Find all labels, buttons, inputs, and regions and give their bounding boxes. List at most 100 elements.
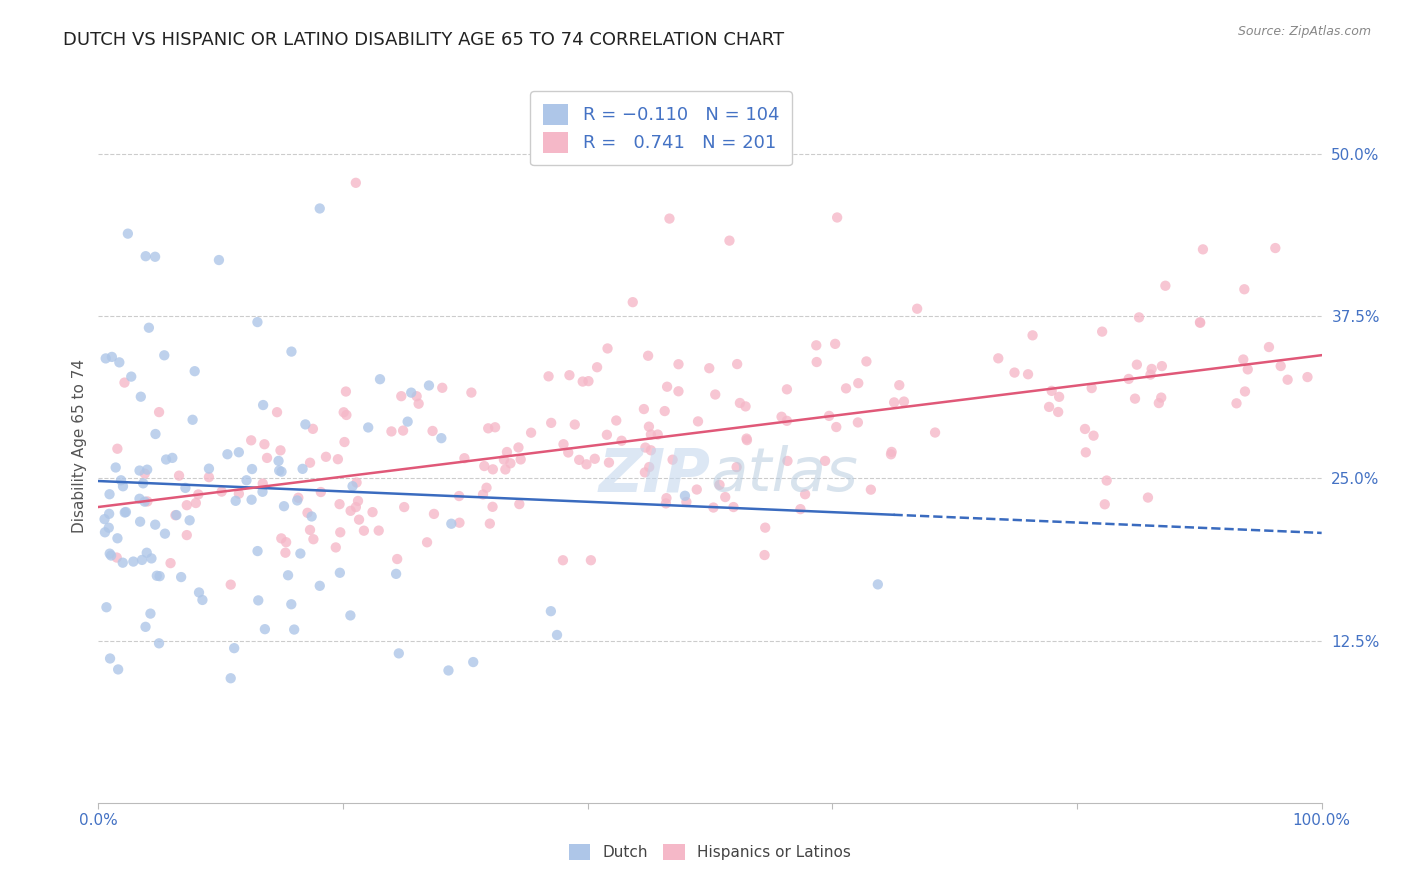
Point [270, 532, 292, 546]
Point [128, 491, 150, 506]
Point [347, 513, 370, 527]
Point [578, 374, 600, 388]
Point [98, 651, 121, 665]
Point [776, 414, 799, 428]
Point [107, 662, 129, 676]
Point [252, 484, 274, 499]
Point [1139, 368, 1161, 382]
Point [423, 507, 446, 521]
Point [686, 414, 709, 428]
Point [114, 506, 136, 520]
Point [153, 526, 176, 541]
Point [634, 441, 657, 455]
Point [546, 628, 568, 642]
Point [167, 468, 190, 483]
Point [143, 250, 166, 264]
Point [235, 473, 257, 487]
Point [101, 350, 124, 364]
Point [179, 513, 201, 527]
Point [135, 546, 157, 560]
Point [104, 460, 127, 475]
Point [100, 549, 122, 563]
Point [1004, 366, 1026, 380]
Point [714, 490, 737, 504]
Point [880, 445, 903, 459]
Point [557, 445, 579, 459]
Point [165, 508, 187, 523]
Point [883, 395, 905, 409]
Point [416, 535, 439, 549]
Point [1296, 370, 1319, 384]
Point [148, 405, 170, 419]
Point [1258, 340, 1281, 354]
Point [418, 378, 440, 392]
Point [270, 465, 292, 479]
Point [605, 413, 627, 427]
Point [94, 351, 117, 366]
Point [987, 351, 1010, 366]
Legend: Dutch, Hispanics or Latinos: Dutch, Hispanics or Latinos [562, 838, 858, 866]
Point [302, 533, 325, 547]
Point [1233, 282, 1256, 296]
Point [734, 400, 756, 414]
Point [596, 342, 619, 356]
Point [508, 441, 530, 455]
Point [472, 487, 495, 501]
Point [353, 524, 375, 538]
Point [380, 425, 402, 439]
Point [131, 553, 153, 567]
Point [287, 491, 309, 505]
Point [198, 470, 221, 484]
Point [440, 516, 463, 531]
Point [1095, 474, 1118, 488]
Point [344, 176, 367, 190]
Point [477, 421, 499, 435]
Point [432, 381, 454, 395]
Point [181, 413, 204, 427]
Point [174, 481, 197, 495]
Point [638, 419, 661, 434]
Point [346, 475, 368, 490]
Point [326, 452, 349, 467]
Point [277, 568, 299, 582]
Point [579, 553, 602, 567]
Point [1189, 316, 1212, 330]
Point [571, 375, 593, 389]
Point [225, 493, 247, 508]
Point [1083, 428, 1105, 442]
Point [301, 509, 323, 524]
Point [165, 508, 187, 522]
Point [794, 487, 817, 501]
Point [482, 462, 505, 476]
Point [558, 368, 581, 383]
Point [335, 384, 357, 399]
Text: DUTCH VS HISPANIC OR LATINO DISABILITY AGE 65 TO 74 CORRELATION CHART: DUTCH VS HISPANIC OR LATINO DISABILITY A… [63, 31, 785, 49]
Point [472, 458, 495, 473]
Point [274, 546, 297, 560]
Point [98, 507, 121, 521]
Point [211, 484, 233, 499]
Point [159, 556, 181, 570]
Point [463, 655, 485, 669]
Point [357, 420, 380, 434]
Point [866, 577, 889, 591]
Point [405, 389, 427, 403]
Point [509, 452, 531, 467]
Point [855, 354, 877, 368]
Point [553, 437, 575, 451]
Point [290, 547, 312, 561]
Point [240, 492, 263, 507]
Point [1080, 381, 1102, 395]
Point [253, 437, 276, 451]
Point [697, 361, 720, 376]
Point [105, 442, 128, 456]
Point [224, 641, 246, 656]
Point [754, 521, 776, 535]
Point [146, 568, 169, 582]
Point [347, 494, 370, 508]
Point [176, 528, 198, 542]
Point [568, 453, 591, 467]
Point [219, 577, 242, 591]
Point [153, 348, 176, 362]
Point [392, 424, 415, 438]
